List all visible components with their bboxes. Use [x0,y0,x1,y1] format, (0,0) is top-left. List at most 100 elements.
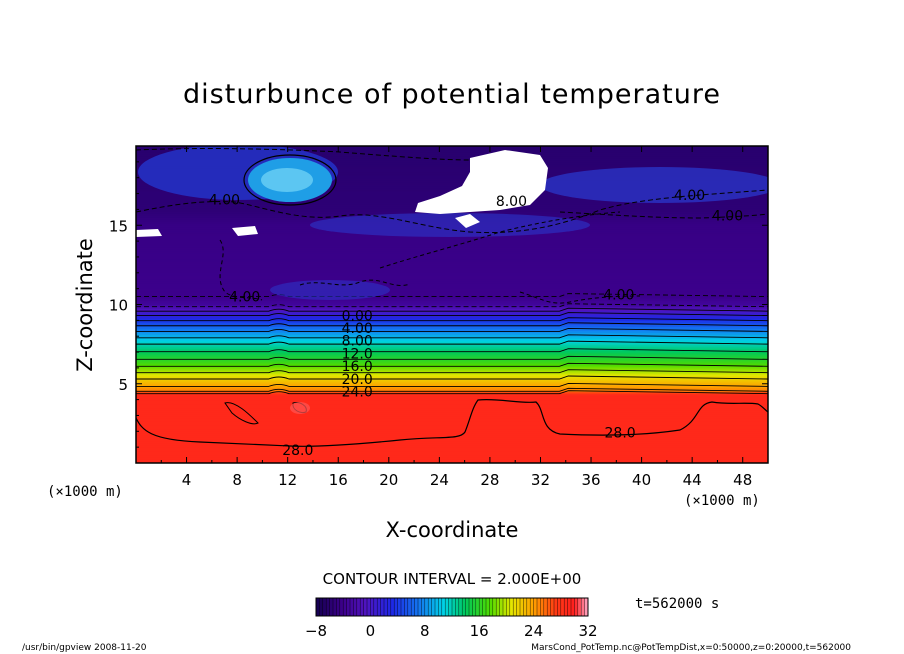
color-band [136,423,768,426]
colorbar-tick-label: 0 [366,622,376,640]
color-band [136,385,768,389]
dashed-contour [136,148,471,161]
contour-label: 0.00 [342,308,373,324]
x-axis-ticks: 4 8 12 16 20 24 28 32 36 40 44 48 [160,146,752,489]
colorbar-cell [373,598,378,616]
color-band [136,245,768,248]
colorbar-cell [424,598,429,616]
upper-blue-mid [310,213,590,237]
colorbar-cell [441,598,446,616]
color-band [136,449,768,452]
x-tick-label: 8 [232,471,242,489]
contour-line [136,390,768,395]
y-tick-label: 10 [109,297,128,315]
color-band [136,425,768,428]
colorbar-cell [319,598,324,616]
color-band [136,254,768,258]
contour-line [136,387,768,392]
contour-line [136,362,768,367]
colorbar-cell [377,598,381,616]
color-band [136,453,768,456]
color-band [136,365,768,369]
contour-label: 20.0 [342,372,373,388]
color-band [136,375,768,379]
color-band [136,292,768,296]
color-band [136,320,768,323]
color-band [136,383,768,387]
contour-line [136,317,768,322]
color-band [136,146,768,149]
colorbar-cell [326,598,330,616]
color-band [136,441,768,444]
x-tick-label: 20 [379,471,398,489]
color-band [136,298,768,302]
colorbar-cell [554,598,558,616]
color-band [136,451,768,454]
colorbar-cell [540,598,545,616]
colorbar-cell [533,598,538,616]
color-band [136,169,768,173]
color-band [136,401,768,405]
color-band [136,415,768,419]
colorbar-cell [584,598,589,616]
color-band [136,153,768,157]
color-band [136,300,768,304]
footer-right: MarsCond_PotTemp.nc@PotTempDist,x=0:5000… [531,643,851,653]
color-band [136,409,768,413]
y-axis-unit: (×1000 m) [47,484,123,500]
colorbar-cell [384,598,388,616]
color-band [136,252,768,256]
color-band [136,249,768,252]
missing-region [232,226,258,236]
contour-line [136,355,768,360]
contour-line [136,340,768,345]
color-band [136,181,768,185]
color-band [136,381,768,385]
y-axis-label: Z-coordinate [73,238,97,372]
color-band [136,356,768,359]
color-band [136,286,768,290]
x-tick-label: 36 [581,471,600,489]
color-band [136,179,768,183]
color-band [136,165,768,169]
colorbar-cell [537,598,541,616]
color-band [136,459,768,462]
color-band [136,239,768,242]
color-band [136,274,768,278]
colorbar-cell [404,598,409,616]
colorbar-cell [346,598,351,616]
colorbar-cell [530,598,534,616]
color-band [136,161,768,165]
colorbar-cell [581,598,585,616]
colorbar-cell [367,598,371,616]
color-band [136,155,768,159]
color-band [136,411,768,415]
color-band [136,266,768,270]
y-tick-label: 15 [109,217,128,235]
colorbar-cell [428,598,432,616]
dashed-contour [559,211,768,219]
color-band [136,457,768,460]
color-band [136,363,768,367]
colorbar-cell [329,598,334,616]
colorbar-cell [401,598,405,616]
color-band [136,310,768,314]
colorbar-cell [445,598,449,616]
colorbar-cell [353,598,358,616]
color-band [136,373,768,377]
colorbar-cell [387,598,392,616]
contour-line [136,312,768,317]
contour-label: 4.00 [209,193,240,209]
colorbar-tick-label: 24 [524,622,543,640]
colorbar-tick-label: −8 [305,622,327,640]
colorbar-cell [564,598,568,616]
colorbar-cell [574,598,579,616]
colorbar-cell [435,598,439,616]
cold-cell-contour [243,154,337,206]
contour-label: 4.00 [603,288,634,304]
color-band [136,352,768,355]
colorbar-cell [571,598,575,616]
colorbar-cell [479,598,483,616]
colorbar-cell [380,598,385,616]
color-band [136,403,768,407]
